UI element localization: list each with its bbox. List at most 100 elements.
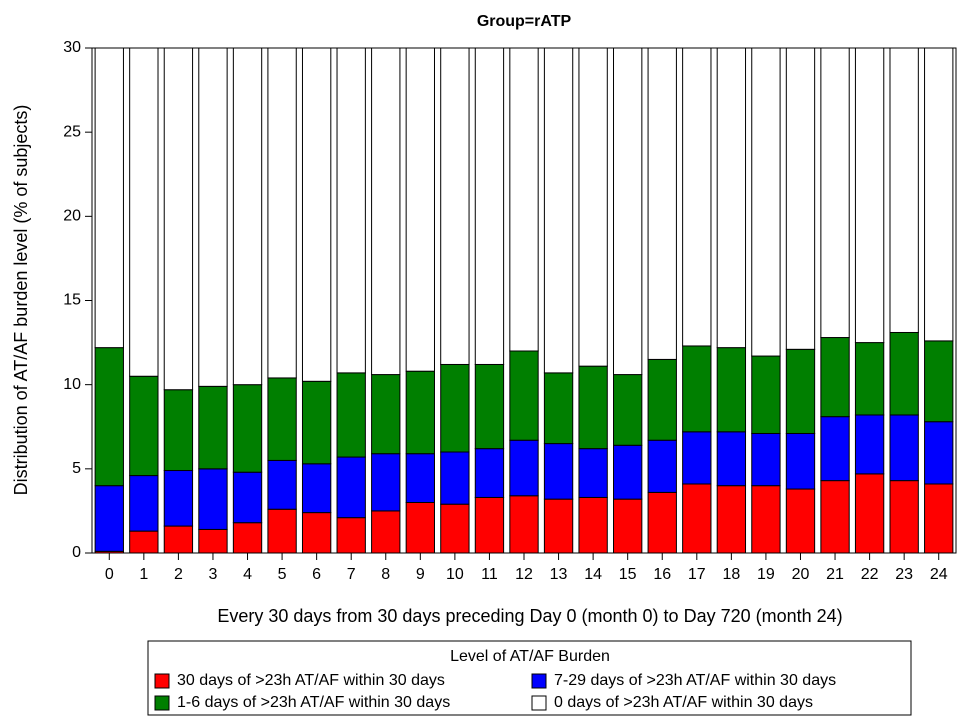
- x-tick-label: 22: [861, 566, 879, 583]
- x-tick-label: 2: [174, 566, 183, 583]
- x-tick-label: 17: [688, 566, 706, 583]
- bar-segment: [474, 448, 505, 498]
- bar-segment: [854, 48, 885, 344]
- bar-segment: [301, 48, 332, 382]
- x-tick-label: 8: [381, 566, 390, 583]
- x-axis-label: Every 30 days from 30 days preceding Day…: [217, 606, 842, 626]
- bar-segment: [613, 444, 643, 500]
- bars: [94, 48, 954, 553]
- x-tick-label: 24: [930, 566, 948, 583]
- bar-segment: [854, 473, 885, 553]
- bar-segment: [474, 363, 505, 450]
- bar-segment: [785, 488, 816, 553]
- bar-segment: [785, 48, 816, 350]
- x-tick-label: 10: [446, 566, 464, 583]
- bar-segment: [198, 385, 228, 470]
- bar-segment: [405, 502, 435, 553]
- bar-segment: [94, 48, 124, 349]
- bar-segment: [647, 439, 677, 493]
- bar-segment: [267, 48, 297, 379]
- x-tick-label: 7: [347, 566, 356, 583]
- bar-segment: [682, 48, 712, 347]
- bar-segment: [543, 443, 574, 500]
- bar-segment: [543, 48, 574, 374]
- bar-segment: [924, 340, 954, 423]
- y-tick-label: 5: [72, 460, 81, 477]
- x-tick-label: 12: [515, 566, 533, 583]
- bar-segment: [509, 350, 539, 441]
- bar-segment: [198, 468, 228, 530]
- y-tick-label: 0: [72, 544, 81, 561]
- bar-segment: [163, 48, 194, 391]
- y-axis-label: Distribution of AT/AF burden level (% of…: [11, 105, 31, 496]
- bar-segment: [889, 414, 919, 482]
- bar-segment: [889, 480, 919, 553]
- x-tick-label: 23: [895, 566, 913, 583]
- x-tick-label: 0: [105, 566, 114, 583]
- x-tick-label: 13: [550, 566, 568, 583]
- bar-segment: [129, 530, 159, 553]
- bar-segment: [509, 495, 539, 553]
- bar-segment: [647, 491, 677, 553]
- bar-segment: [440, 363, 470, 453]
- x-tick-label: 11: [481, 566, 498, 583]
- legend-title: Level of AT/AF Burden: [450, 648, 610, 665]
- bar-segment: [440, 48, 470, 365]
- legend-label: 7-29 days of >23h AT/AF within 30 days: [554, 672, 836, 689]
- bar-segment: [647, 48, 677, 360]
- x-tick-label: 3: [209, 566, 218, 583]
- bar-segment: [716, 48, 747, 349]
- bar-segment: [716, 485, 747, 553]
- bar-segment: [682, 431, 712, 485]
- bar-segment: [751, 432, 781, 487]
- bar-segment: [682, 483, 712, 553]
- y-tick-label: 30: [63, 39, 81, 56]
- bar-segment: [371, 510, 401, 553]
- legend-label: 0 days of >23h AT/AF within 30 days: [554, 694, 813, 711]
- bar-segment: [820, 48, 850, 339]
- legend-label: 1-6 days of >23h AT/AF within 30 days: [177, 694, 450, 711]
- bar-segment: [336, 517, 366, 553]
- bar-segment: [405, 370, 435, 455]
- bar-segment: [163, 525, 194, 553]
- chart-title: Group=rATP: [477, 13, 572, 30]
- legend-swatch: [531, 673, 547, 689]
- bar-segment: [336, 48, 366, 374]
- bar-segment: [647, 358, 677, 441]
- bar-segment: [474, 496, 505, 553]
- bar-segment: [232, 384, 263, 473]
- bar-segment: [716, 431, 747, 487]
- bar-segment: [613, 374, 643, 446]
- bar-segment: [301, 463, 332, 514]
- bar-segment: [785, 348, 816, 434]
- bar-segment: [716, 347, 747, 433]
- bar-segment: [232, 48, 263, 386]
- bar-segment: [682, 345, 712, 433]
- bar-segment: [371, 374, 401, 455]
- bar-segment: [301, 512, 332, 553]
- bar-segment: [198, 528, 228, 553]
- y-tick-label: 25: [63, 123, 81, 140]
- bar-segment: [198, 48, 228, 387]
- x-tick-label: 15: [619, 566, 637, 583]
- bar-segment: [129, 475, 159, 532]
- bar-segment: [924, 421, 954, 485]
- legend-label: 30 days of >23h AT/AF within 30 days: [177, 672, 445, 689]
- bar-segment: [820, 416, 850, 482]
- bar-segment: [301, 380, 332, 465]
- y-tick-label: 20: [63, 208, 81, 225]
- x-tick-label: 9: [416, 566, 425, 583]
- bar-segment: [889, 331, 919, 416]
- bar-segment: [854, 342, 885, 416]
- x-tick-label: 5: [278, 566, 287, 583]
- bar-segment: [924, 48, 954, 342]
- bar-segment: [578, 48, 608, 367]
- bar-segment: [267, 377, 297, 461]
- bar-segment: [889, 48, 919, 333]
- x-tick-label: 1: [139, 566, 148, 583]
- bar-segment: [163, 470, 194, 527]
- bar-segment: [94, 347, 124, 487]
- bar-segment: [163, 389, 194, 472]
- bar-segment: [820, 337, 850, 418]
